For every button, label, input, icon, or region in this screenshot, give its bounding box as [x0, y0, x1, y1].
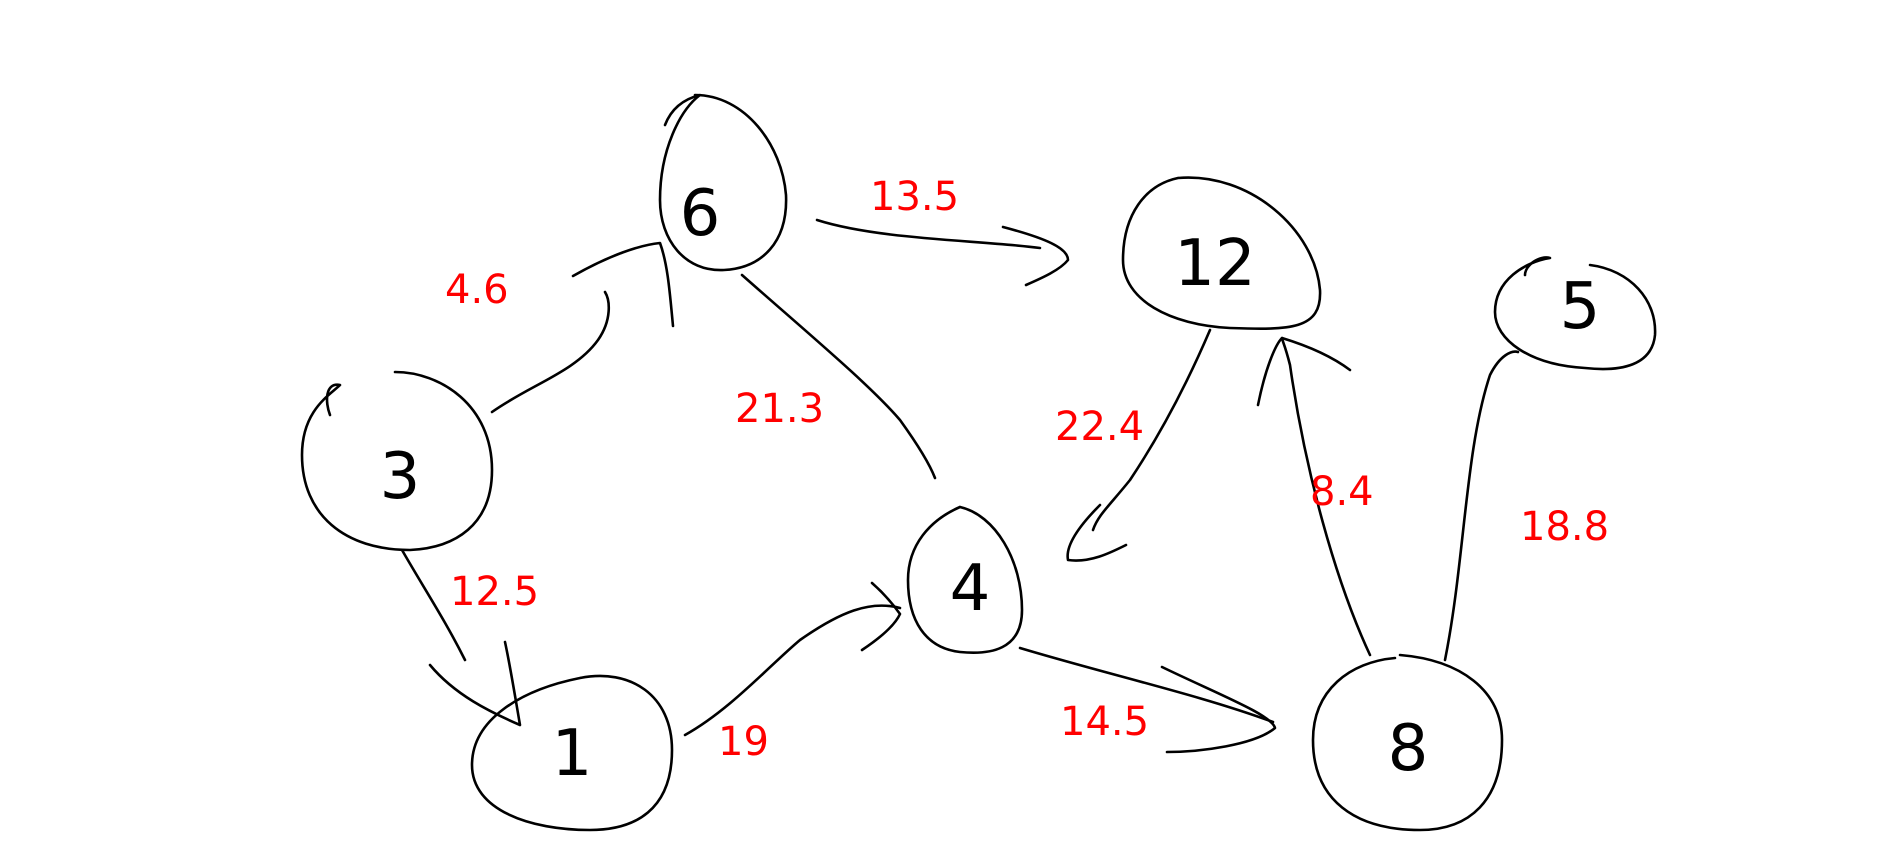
arrowhead-6-12: [1001, 225, 1070, 287]
weight-3-6: 4.6: [445, 267, 509, 313]
edge-12-4: [1091, 328, 1212, 532]
nodes: 6 3 1 4 12 5 8: [300, 93, 1657, 832]
weight-12-4: 22.4: [1055, 404, 1144, 450]
node-4: 4: [906, 505, 1024, 654]
weight-6-4: 21.3: [735, 386, 824, 432]
arrowhead-1-4: [860, 581, 902, 652]
node-label-1: 1: [552, 717, 593, 791]
edges: [400, 218, 1520, 754]
weight-6-12: 13.5: [870, 174, 959, 220]
edge-3-1: [400, 548, 467, 662]
node-label-12: 12: [1174, 227, 1255, 301]
node-label-8: 8: [1388, 712, 1429, 786]
weight-8-5: 18.8: [1520, 504, 1609, 550]
edge-3-6: [490, 290, 610, 414]
weight-3-1: 12.5: [450, 569, 539, 615]
node-1: 1: [470, 674, 674, 832]
edge-1-4: [683, 604, 902, 737]
edge-8-12: [1280, 336, 1372, 657]
node-label-4: 4: [950, 552, 991, 626]
arrowhead-3-6: [571, 241, 675, 328]
edge-weights: 4.6 13.5 21.3 12.5 19 14.5 22.4 8.4 18.8: [445, 174, 1609, 765]
node-5: 5: [1493, 256, 1657, 371]
node-label-5: 5: [1560, 270, 1601, 344]
arrowhead-3-1: [428, 640, 522, 727]
node-label-3: 3: [380, 440, 421, 514]
node-12: 12: [1121, 176, 1322, 330]
weight-4-8: 14.5: [1060, 699, 1149, 745]
weight-1-4: 19: [718, 719, 769, 765]
node-6: 6: [658, 93, 788, 272]
weight-8-12: 8.4: [1310, 469, 1374, 515]
edge-6-4: [740, 273, 937, 480]
arrowhead-12-4: [1066, 503, 1128, 562]
edge-4-8: [1018, 646, 1275, 724]
arrowhead-8-12: [1256, 336, 1352, 407]
arrowhead-4-8: [1160, 665, 1277, 754]
node-3: 3: [300, 370, 494, 552]
node-label-6: 6: [680, 177, 721, 251]
edge-8-5: [1443, 350, 1520, 662]
edge-6-12: [815, 218, 1042, 250]
node-8: 8: [1311, 653, 1504, 832]
